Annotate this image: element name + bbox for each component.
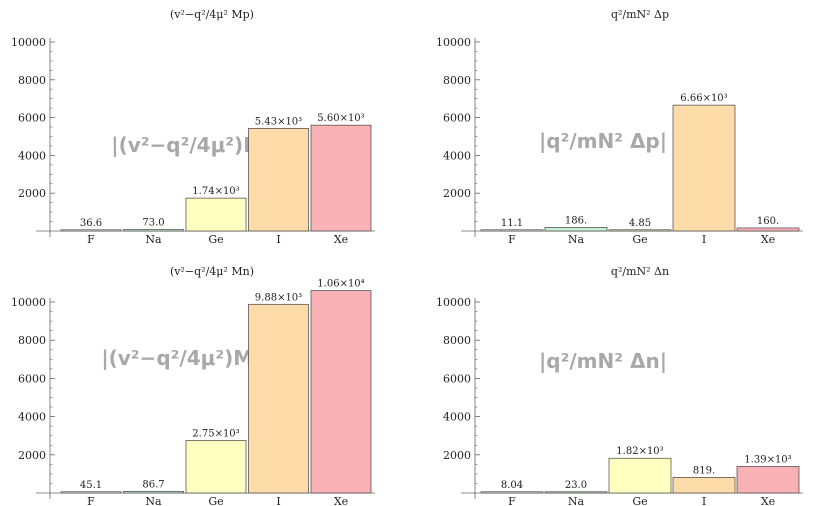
category-label-xe: Xe (334, 495, 348, 506)
data-label-f: 11.1 (501, 218, 523, 229)
data-label-na: 73.0 (142, 218, 164, 229)
category-label-i: I (276, 495, 280, 506)
data-label-i: 819. (693, 465, 715, 476)
y-tick-label: 2000 (443, 449, 471, 462)
bar-na (123, 229, 184, 232)
category-label-ge: Ge (208, 233, 223, 246)
chart-title: (v²−q²/4μ² Mn) (170, 265, 254, 278)
chart-panel-1: (v²−q²/4μ² Mp)|(v²−q²/4μ²)Mp|20004000600… (11, 8, 375, 246)
category-label-na: Na (568, 495, 585, 506)
y-tick-label: 4000 (443, 149, 471, 162)
y-tick-label: 2000 (18, 187, 46, 200)
y-tick-label: 8000 (443, 74, 471, 87)
data-label-ge: 4.85 (629, 218, 651, 229)
bar-ge (608, 457, 672, 494)
bar-f (480, 491, 544, 494)
data-label-f: 36.6 (80, 218, 102, 229)
bar-i (672, 477, 736, 494)
chart-panel-4: q²/mN² Δn |q²/mN² Δn| 2000 4000 6000 8000 1000… (436, 265, 803, 506)
y-tick-label: 8000 (18, 334, 46, 347)
y-tick-label: 2000 (443, 187, 471, 200)
category-label-ge: Ge (208, 495, 223, 506)
y-tick-label: 6000 (443, 372, 471, 385)
bar-na (544, 227, 608, 232)
y-tick-label: 10000 (436, 36, 471, 49)
category-label-i: I (702, 495, 706, 506)
category-label-f: F (508, 233, 516, 246)
y-tick-label: 10000 (11, 36, 46, 49)
category-label-i: I (702, 233, 706, 246)
data-label-ge: 1.82×10³ (616, 446, 663, 457)
category-label-f: F (87, 495, 95, 506)
y-tick-label: 4000 (18, 149, 46, 162)
data-label-xe: 1.06×10⁴ (317, 279, 364, 290)
bar-xe (310, 124, 372, 232)
bar-i (248, 128, 309, 232)
data-label-na: 186. (565, 215, 587, 226)
chart-title: q²/mN² Δn (611, 265, 669, 278)
bar-f (60, 229, 122, 232)
y-tick-label: 6000 (443, 112, 471, 125)
category-label-xe: Xe (761, 233, 775, 246)
watermark-label: |q²/mN² Δp| (539, 129, 667, 153)
data-label-i: 5.43×10³ (255, 116, 302, 127)
chart-title: q²/mN² Δp (611, 8, 669, 21)
category-label-ge: Ge (632, 495, 647, 506)
bar-f (480, 229, 544, 232)
bar-i (672, 104, 736, 232)
bar-xe (736, 466, 800, 494)
watermark-label: |q²/mN² Δn| (539, 349, 667, 373)
category-label-f: F (87, 233, 95, 246)
data-label-xe: 1.39×10³ (744, 454, 791, 465)
data-label-na: 86.7 (142, 479, 164, 490)
data-label-i: 9.88×10³ (255, 292, 302, 303)
chart-panel-2: q²/mN² Δp |q²/mN² Δp| 2000 4000 6000 8000 1000… (436, 8, 803, 246)
bar-xe (310, 290, 372, 494)
chart-panel-3: (v²−q²/4μ² Mn) |(v²−q²/4μ²)Mn| 2000 4000 600… (11, 265, 375, 506)
y-tick-label: 10000 (11, 296, 46, 309)
y-tick-label: 2000 (18, 449, 46, 462)
y-tick-label: 6000 (18, 372, 46, 385)
chart-title: (v²−q²/4μ² Mp) (170, 8, 254, 21)
data-label-xe: 160. (757, 216, 779, 227)
bar-na (544, 491, 608, 494)
y-tick-label: 6000 (18, 112, 46, 125)
bar-f (60, 491, 122, 494)
category-label-ge: Ge (632, 233, 647, 246)
bar-ge (608, 229, 672, 232)
y-tick-label: 4000 (18, 411, 46, 424)
category-label-f: F (508, 495, 516, 506)
category-label-na: Na (145, 233, 162, 246)
category-label-i: I (276, 233, 280, 246)
data-label-ge: 2.75×10³ (192, 428, 239, 439)
category-label-xe: Xe (334, 233, 348, 246)
bar-ge (185, 440, 247, 494)
data-label-na: 23.0 (565, 480, 587, 491)
y-tick-label: 4000 (443, 411, 471, 424)
watermark-label: |(v²−q²/4μ²)Mn| (101, 346, 274, 370)
category-label-na: Na (568, 233, 585, 246)
bar-i (248, 303, 309, 494)
y-tick-label: 8000 (18, 74, 46, 87)
category-label-na: Na (145, 495, 162, 506)
bar-ge (185, 197, 247, 232)
data-label-f: 45.1 (80, 480, 102, 491)
data-label-xe: 5.60×10³ (317, 113, 364, 124)
y-tick-label: 10000 (436, 296, 471, 309)
data-label-ge: 1.74×10³ (192, 186, 239, 197)
y-tick-label: 8000 (443, 334, 471, 347)
data-label-i: 6.66×10³ (680, 93, 727, 104)
data-label-f: 8.04 (501, 480, 523, 491)
bar-na (123, 490, 184, 494)
category-label-xe: Xe (761, 495, 775, 506)
bar-xe (736, 227, 800, 232)
